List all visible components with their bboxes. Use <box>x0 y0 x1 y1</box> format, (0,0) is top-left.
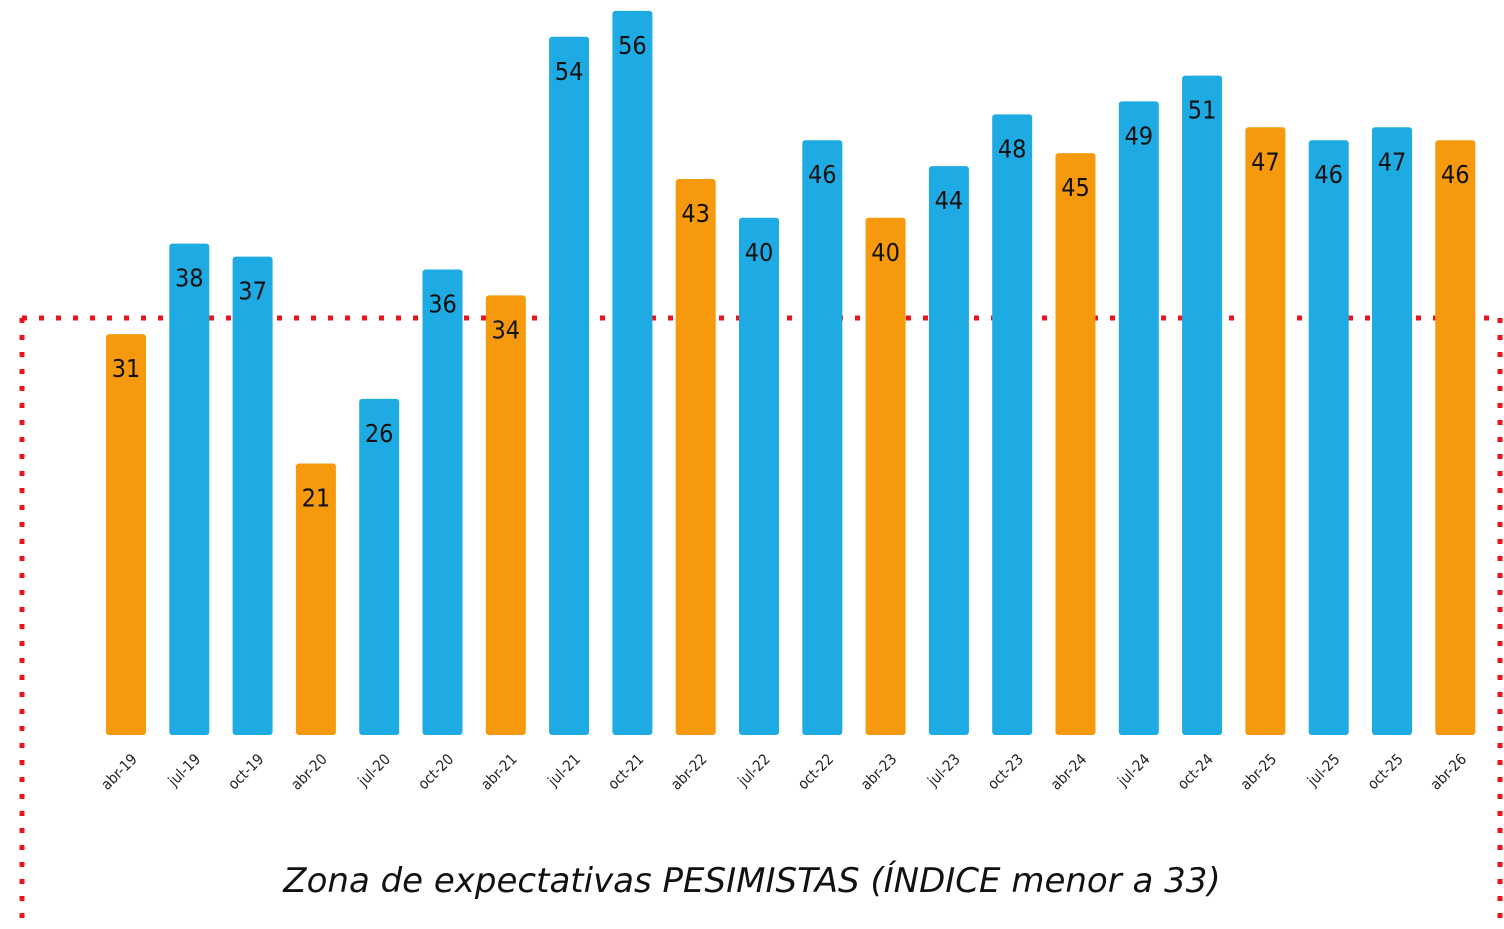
x-tick-label: abr-26 <box>1427 750 1470 793</box>
bar <box>992 114 1033 736</box>
bar <box>549 36 590 735</box>
x-tick-label: oct-23 <box>984 750 1027 793</box>
bar <box>1118 101 1159 736</box>
bar <box>169 243 210 735</box>
bar <box>802 140 843 736</box>
x-tick-label: jul-23 <box>923 750 963 790</box>
x-tick-label: abr-19 <box>97 750 140 793</box>
x-tick-label: abr-20 <box>287 750 330 793</box>
value-label: 31 <box>112 354 141 383</box>
bar <box>1372 127 1412 736</box>
value-label: 37 <box>238 277 267 306</box>
bar <box>612 10 653 736</box>
value-label: 47 <box>1251 147 1280 176</box>
bar <box>1245 127 1286 736</box>
value-label: 51 <box>1188 96 1217 125</box>
value-label: 44 <box>935 186 964 215</box>
bar <box>232 256 273 735</box>
x-tick-label: oct-25 <box>1364 750 1407 793</box>
value-label: 47 <box>1378 147 1407 176</box>
x-tick-label: abr-22 <box>667 750 710 793</box>
value-label: 36 <box>428 290 457 319</box>
x-tick-label: abr-23 <box>857 750 900 793</box>
x-tick-label: jul-24 <box>1113 750 1153 790</box>
annotation: Zona de expectativas PESIMISTAS (ÍNDICE … <box>282 860 1220 901</box>
bar <box>865 217 906 736</box>
bar <box>1435 140 1476 736</box>
x-tick-label: oct-22 <box>794 750 837 793</box>
x-tick-label: jul-22 <box>733 750 773 790</box>
bar <box>675 179 716 735</box>
bar <box>1055 153 1096 735</box>
x-tick-label: oct-21 <box>604 750 647 793</box>
bar <box>422 269 463 735</box>
bar <box>485 295 526 735</box>
value-label: 49 <box>1124 121 1153 150</box>
bar <box>106 334 146 735</box>
value-label: 54 <box>555 57 584 86</box>
x-tick-label: abr-24 <box>1047 750 1090 793</box>
x-tick-label: jul-25 <box>1303 750 1343 790</box>
x-tick-label: oct-24 <box>1174 750 1217 793</box>
x-tick-label: jul-21 <box>544 750 584 790</box>
bar <box>295 463 336 735</box>
x-tick-label: jul-20 <box>354 750 394 790</box>
value-label: 46 <box>808 160 837 189</box>
value-label: 56 <box>618 31 647 60</box>
x-tick-label: jul-19 <box>164 750 204 790</box>
value-label: 45 <box>1061 173 1090 202</box>
x-tick-label: abr-25 <box>1237 750 1280 793</box>
value-label: 34 <box>491 315 520 344</box>
value-label: 40 <box>871 238 900 267</box>
bar <box>928 166 969 735</box>
value-label: 40 <box>745 238 774 267</box>
bar <box>1308 140 1349 736</box>
value-label: 21 <box>302 483 331 512</box>
value-label: 38 <box>175 264 204 293</box>
bar <box>739 217 779 736</box>
value-label: 46 <box>1314 160 1343 189</box>
x-tick-label: abr-21 <box>477 750 520 793</box>
value-label: 43 <box>681 199 710 228</box>
value-label: 26 <box>365 419 394 448</box>
x-tick-label: oct-19 <box>224 750 267 793</box>
bar <box>359 398 400 735</box>
value-label: 48 <box>998 134 1027 163</box>
x-tick-label: oct-20 <box>414 750 457 793</box>
value-label: 46 <box>1441 160 1470 189</box>
bar <box>1182 75 1223 735</box>
